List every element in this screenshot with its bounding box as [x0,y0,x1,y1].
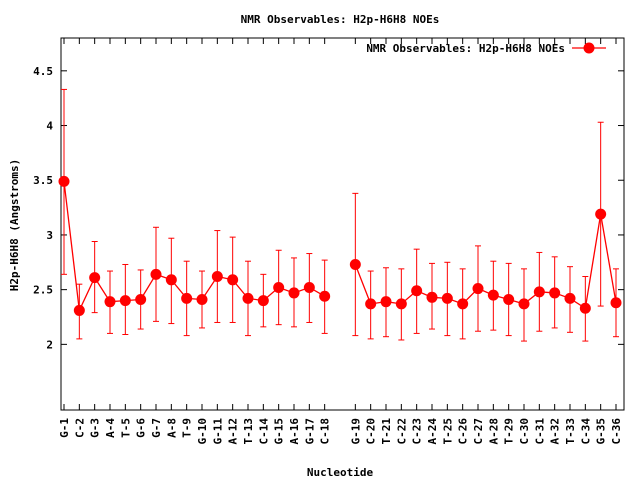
data-point [365,298,377,310]
data-point [303,281,315,293]
x-tick-label: G-1 [58,418,71,438]
x-tick-label: G-11 [211,418,224,445]
x-tick-label: A-28 [487,418,500,445]
data-point [441,292,453,304]
x-tick-label: G-3 [89,418,102,438]
data-point [533,286,545,298]
x-tick-label: C-26 [457,418,470,445]
data-point [73,304,85,316]
data-point [319,290,331,302]
x-tick-label: T-33 [564,418,577,445]
data-point [104,296,116,308]
data-point [273,281,285,293]
data-point [549,287,561,299]
data-point [395,298,407,310]
data-point [349,258,361,270]
x-tick-label: C-14 [257,418,270,445]
series-line [354,214,617,310]
data-point [150,268,162,280]
y-tick-label: 4 [46,120,53,133]
x-tick-label: T-29 [503,418,516,445]
data-point [89,272,101,284]
x-tick-label: A-4 [104,418,117,438]
x-tick-label: T-5 [119,418,132,438]
data-point [380,296,392,308]
x-tick-label: C-36 [610,418,623,445]
legend-marker [583,42,595,54]
y-tick-label: 3.5 [33,174,53,187]
data-point [518,298,530,310]
x-tick-label: G-35 [595,418,608,445]
x-tick-label: C-18 [319,418,332,445]
data-point [242,292,254,304]
data-point [196,293,208,305]
x-tick-label: C-30 [518,418,531,445]
data-point [181,292,193,304]
data-point [58,175,70,187]
data-point [579,302,591,314]
x-tick-label: C-31 [533,418,546,445]
series-group [58,88,622,342]
chart-title: NMR Observables: H2p-H6H8 NOEs [241,13,440,26]
y-axis: 2 2.5 3 3.5 4 4.5 [33,65,624,351]
legend: NMR Observables: H2p-H6H8 NOEs [366,42,606,55]
x-tick-label: G-7 [150,418,163,438]
x-tick-label: C-27 [472,418,485,445]
data-point [135,293,147,305]
x-tick-label: A-32 [549,418,562,445]
x-tick-label: A-16 [288,418,301,445]
x-tick-label: A-8 [165,418,178,438]
y-tick-label: 2 [46,338,53,351]
x-tick-label: G-10 [196,418,209,445]
x-tick-label: T-25 [441,418,454,445]
x-tick-label: T-13 [242,418,255,445]
x-tick-label: C-23 [411,418,424,445]
data-point [426,291,438,303]
x-axis-label: Nucleotide [307,466,374,479]
data-point [211,271,223,283]
x-tick-label: G-15 [273,418,286,445]
y-tick-label: 2.5 [33,284,53,297]
data-point [457,298,469,310]
series-line [63,181,325,313]
x-tick-label: A-12 [227,418,240,445]
data-point [487,289,499,301]
data-point [503,293,515,305]
x-tick-label: T-9 [181,418,194,438]
x-tick-label: T-21 [380,418,393,445]
data-point [472,283,484,295]
data-point [610,297,622,309]
data-point [257,295,269,307]
y-tick-label: 4.5 [33,65,53,78]
data-point [411,285,423,297]
x-tick-label: C-20 [365,418,378,445]
x-tick-label: G-17 [303,418,316,445]
legend-label: NMR Observables: H2p-H6H8 NOEs [366,42,565,55]
data-point [165,274,177,286]
x-axis: G-1 C-2 G-3 A-4 T-5 G-6 G-7 A-8 T-9 G-10 G-11 A-12 T… [58,38,623,445]
data-point [564,292,576,304]
x-tick-label: C-22 [395,418,408,445]
data-point [227,274,239,286]
x-tick-label: G-19 [349,418,362,445]
plot-frame [60,37,625,411]
data-point [288,287,300,299]
x-tick-label: C-2 [73,418,86,438]
x-tick-label: C-34 [579,418,592,445]
x-tick-label: A-24 [426,418,439,445]
data-point [595,208,607,220]
data-point [119,295,131,307]
y-axis-label: H2p-H6H8 (Angstroms) [8,159,21,291]
x-tick-label: G-6 [135,418,148,438]
y-tick-label: 3 [46,229,53,242]
